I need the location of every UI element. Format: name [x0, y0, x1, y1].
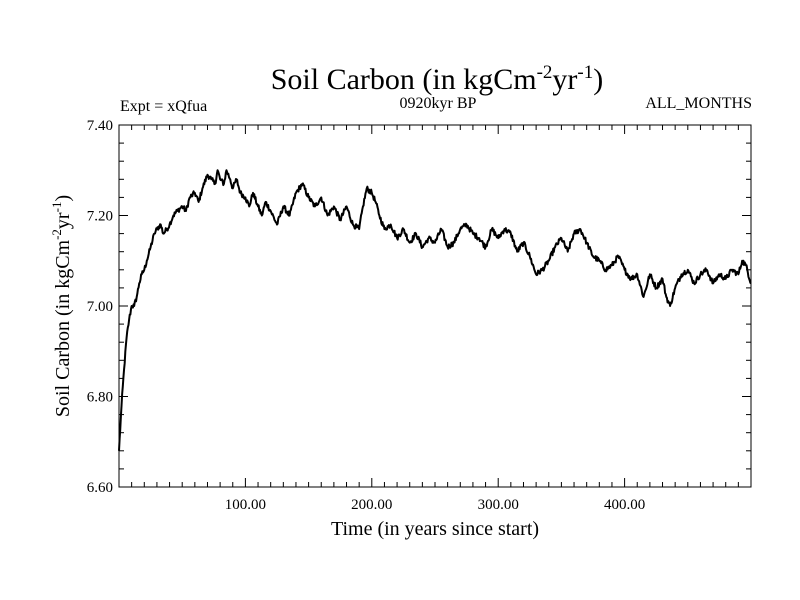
y-axis-label-sup-1: -2	[49, 229, 64, 240]
chart-title-mid: yr	[552, 63, 577, 96]
y-axis-label-mid: yr	[52, 212, 74, 229]
x-tick-label: 300.00	[478, 497, 519, 513]
x-axis-label: Time (in years since start)	[331, 518, 539, 540]
y-axis-tick-labels: 6.60 6.80 7.00 7.20 7.40	[87, 118, 113, 496]
chart-title-sup-2: -1	[577, 62, 593, 83]
chart-title-main: Soil Carbon (in kgCm	[271, 63, 537, 96]
x-axis-tick-labels: 100.00 200.00 300.00 400.00	[225, 497, 645, 513]
y-tick-label: 7.00	[87, 299, 113, 315]
x-tick-label: 200.00	[351, 497, 392, 513]
chart-title-sup-1: -2	[537, 62, 553, 83]
y-tick-label: 6.60	[87, 480, 113, 496]
period-label: 0920kyr BP	[400, 95, 477, 112]
y-tick-label: 7.40	[87, 118, 113, 134]
y-axis-label-sup-2: -1	[49, 202, 64, 213]
y-axis-label: Soil Carbon (in kgCm-2yr-1)	[49, 195, 74, 417]
months-label: ALL_MONTHS	[645, 95, 752, 112]
x-tick-label: 100.00	[225, 497, 266, 513]
x-tick-label: 400.00	[604, 497, 645, 513]
chart-title-end: )	[593, 63, 603, 96]
chart-title: Soil Carbon (in kgCm-2yr-1)	[271, 62, 604, 96]
x-axis-ticks	[131, 125, 739, 487]
soil-carbon-series-line	[118, 169, 752, 451]
y-axis-label-main: Soil Carbon (in kgCm	[52, 239, 74, 417]
y-tick-label: 6.80	[87, 390, 113, 406]
y-axis-ticks	[119, 142, 751, 470]
y-axis-label-end: )	[52, 195, 74, 202]
experiment-label: Expt = xQfua	[120, 98, 207, 115]
series-group	[118, 169, 752, 451]
y-tick-label: 7.20	[87, 209, 113, 225]
